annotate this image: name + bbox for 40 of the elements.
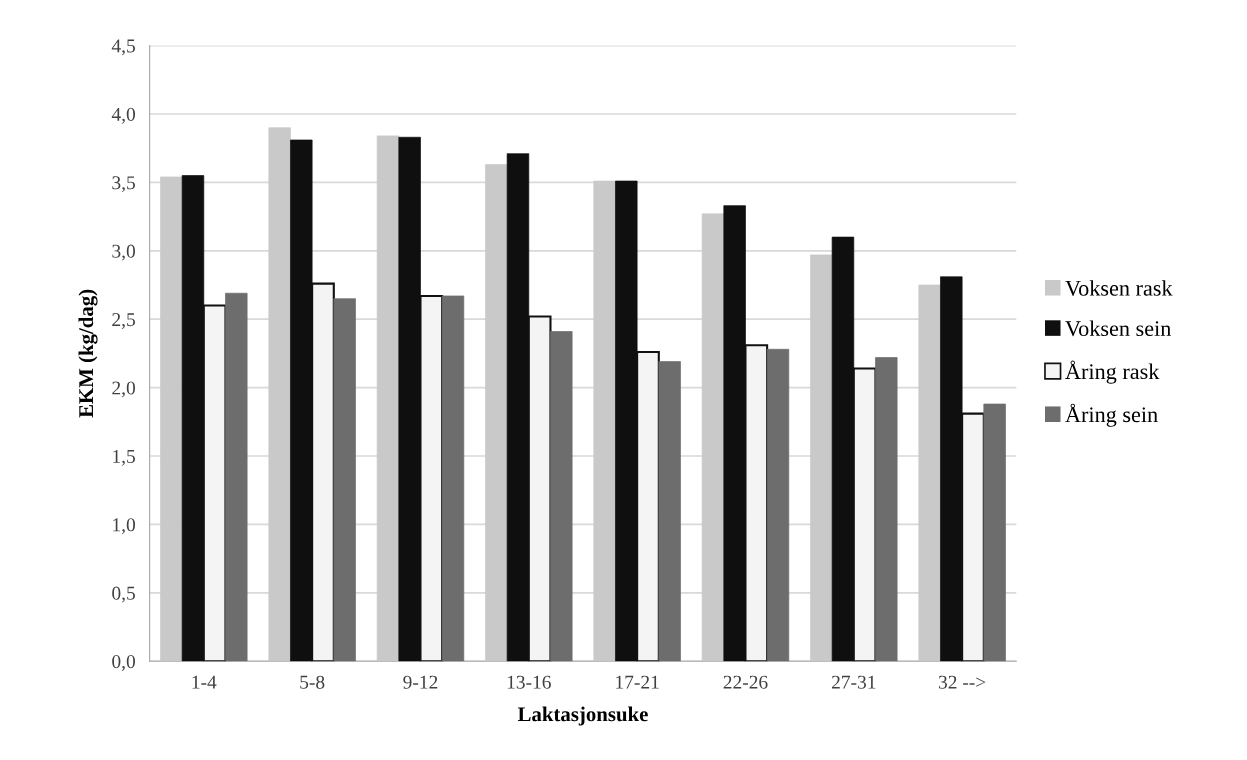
x-tick-label: 17-21 xyxy=(616,675,659,689)
bar xyxy=(376,135,400,662)
legend-label: Åring rask xyxy=(1065,360,1160,384)
legend-label: Voksen rask xyxy=(1065,280,1173,296)
y-tick-label: 2,5 xyxy=(112,313,135,329)
y-tick-label: 0,0 xyxy=(112,655,136,671)
bar xyxy=(593,180,616,662)
x-tick-label: 1-4 xyxy=(192,675,217,689)
bar xyxy=(333,298,356,662)
x-tick-label: 27-31 xyxy=(831,675,876,689)
legend-label: Åring sein xyxy=(1065,403,1158,427)
bar xyxy=(701,213,725,662)
x-tick-label: 13-16 xyxy=(507,675,551,689)
y-tick-label: 2,0 xyxy=(112,381,136,398)
x-tick-label: 5-8 xyxy=(300,675,325,689)
bar xyxy=(658,361,681,662)
bar xyxy=(225,292,248,662)
bar xyxy=(766,348,790,662)
legend-label: Voksen sein xyxy=(1065,320,1172,337)
y-tick-label: 4,5 xyxy=(111,39,135,56)
y-tick-label: 0,5 xyxy=(112,586,135,603)
y-tick-label: 1,0 xyxy=(113,518,136,535)
bar xyxy=(918,284,941,662)
bar xyxy=(268,127,291,662)
bar xyxy=(441,295,465,662)
bar xyxy=(810,254,833,662)
x-tick-label: 9-12 xyxy=(403,675,438,689)
y-tick-label: 3,0 xyxy=(112,244,136,261)
y-tick-label: 1,5 xyxy=(113,449,135,466)
bar xyxy=(485,164,508,662)
x-tick-label: 32 --> xyxy=(938,675,986,689)
y-axis-title: EKM (kg/dag) xyxy=(78,289,98,418)
bar xyxy=(875,357,898,662)
x-axis-title: Laktasjonsuke xyxy=(517,706,648,726)
x-tick-label: 22-26 xyxy=(723,675,768,689)
bar xyxy=(983,403,1006,662)
y-tick-label: 3,5 xyxy=(112,176,135,193)
bar xyxy=(550,331,573,662)
bar xyxy=(160,176,183,662)
y-tick-label: 4,0 xyxy=(111,107,136,124)
